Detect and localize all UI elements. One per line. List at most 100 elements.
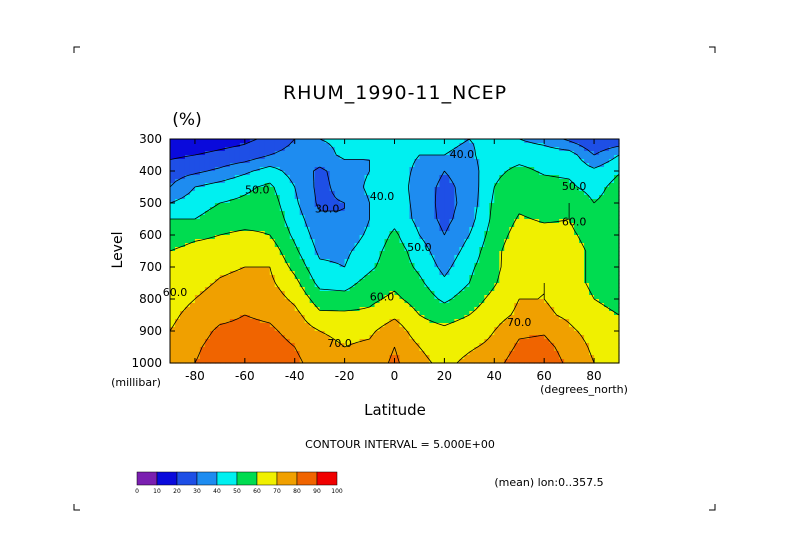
heatmap-cell [434, 167, 440, 172]
heatmap-cell [484, 339, 490, 344]
heatmap-cell [489, 315, 495, 320]
heatmap-cell [264, 239, 271, 244]
heatmap-cell [349, 215, 356, 220]
heatmap-cell [359, 167, 366, 172]
heatmap-cell [429, 255, 436, 260]
heatmap-cell [354, 151, 361, 156]
heatmap-cell [404, 163, 411, 168]
heatmap-cell [239, 267, 246, 272]
heatmap-cell [324, 339, 331, 344]
heatmap-cell [454, 199, 460, 204]
heatmap-cell [604, 259, 610, 264]
heatmap-cell [409, 163, 416, 168]
heatmap-cell [269, 259, 276, 264]
heatmap-cell [204, 155, 211, 160]
heatmap-cell [584, 139, 590, 144]
heatmap-cell [529, 151, 535, 156]
heatmap-cell [509, 191, 515, 196]
heatmap-cell [549, 247, 555, 252]
heatmap-cell [324, 215, 331, 220]
heatmap-cell [459, 239, 465, 244]
heatmap-cell [454, 207, 460, 212]
heatmap-cell [579, 295, 585, 300]
heatmap-cell [404, 187, 411, 192]
heatmap-cell [519, 223, 525, 228]
heatmap-cell [384, 223, 391, 228]
heatmap-cell [294, 139, 301, 144]
heatmap-cell [484, 335, 490, 340]
heatmap-cell [319, 191, 326, 196]
heatmap-cell [224, 339, 231, 344]
heatmap-cell [614, 203, 620, 208]
heatmap-cell [384, 247, 391, 252]
heatmap-cell [599, 311, 605, 316]
heatmap-cell [484, 219, 490, 224]
heatmap-cell [374, 327, 381, 332]
heatmap-cell [589, 183, 595, 188]
heatmap-cell [419, 243, 426, 248]
heatmap-cell [259, 227, 266, 232]
heatmap-cell [459, 187, 465, 192]
heatmap-cell [264, 291, 271, 296]
heatmap-cell [204, 347, 211, 352]
heatmap-cell [229, 215, 236, 220]
heatmap-cell [354, 323, 361, 328]
heatmap-cell [299, 239, 306, 244]
heatmap-cell [349, 191, 356, 196]
heatmap-cell [279, 187, 286, 192]
heatmap-cell [229, 315, 236, 320]
heatmap-cell [579, 159, 585, 164]
heatmap-cell [170, 335, 176, 340]
heatmap-cell [319, 223, 326, 228]
heatmap-cell [509, 299, 515, 304]
heatmap-cell [364, 179, 371, 184]
heatmap-cell [204, 311, 211, 316]
heatmap-cell [204, 291, 211, 296]
heatmap-cell [259, 303, 266, 308]
heatmap-cell [389, 235, 396, 240]
heatmap-cell [364, 347, 371, 352]
heatmap-cell [489, 335, 495, 340]
heatmap-cell [234, 215, 241, 220]
heatmap-cell [224, 211, 231, 216]
heatmap-cell [184, 311, 191, 316]
heatmap-cell [599, 283, 605, 288]
heatmap-cell [609, 143, 615, 148]
heatmap-cell [174, 287, 181, 292]
heatmap-cell [249, 195, 256, 200]
heatmap-cell [229, 355, 236, 360]
heatmap-cell [324, 207, 331, 212]
heatmap-cell [484, 163, 490, 168]
heatmap-cell [569, 271, 575, 276]
heatmap-cell [519, 239, 525, 244]
heatmap-cell [170, 215, 176, 220]
heatmap-cell [499, 287, 505, 292]
heatmap-cell [359, 211, 366, 216]
heatmap-cell [314, 315, 321, 320]
heatmap-cell [329, 179, 336, 184]
heatmap-cell [394, 211, 401, 216]
heatmap-cell [304, 183, 311, 188]
heatmap-cell [584, 183, 590, 188]
heatmap-cell [464, 339, 470, 344]
heatmap-cell [349, 315, 356, 320]
heatmap-cell [514, 247, 520, 252]
heatmap-cell [309, 155, 316, 160]
heatmap-cell [574, 215, 580, 220]
heatmap-cell [329, 275, 336, 280]
heatmap-cell [589, 215, 595, 220]
heatmap-cell [429, 279, 436, 284]
heatmap-cell [219, 339, 226, 344]
heatmap-cell [174, 307, 181, 312]
heatmap-cell [170, 231, 176, 236]
heatmap-cell [194, 331, 201, 336]
heatmap-cell [569, 315, 575, 320]
heatmap-cell [484, 343, 490, 348]
heatmap-cell [484, 195, 490, 200]
heatmap-cell [199, 283, 206, 288]
heatmap-cell [554, 287, 560, 292]
heatmap-cell [379, 207, 386, 212]
heatmap-cell [184, 215, 191, 220]
heatmap-cell [489, 291, 495, 296]
heatmap-cell [534, 239, 540, 244]
